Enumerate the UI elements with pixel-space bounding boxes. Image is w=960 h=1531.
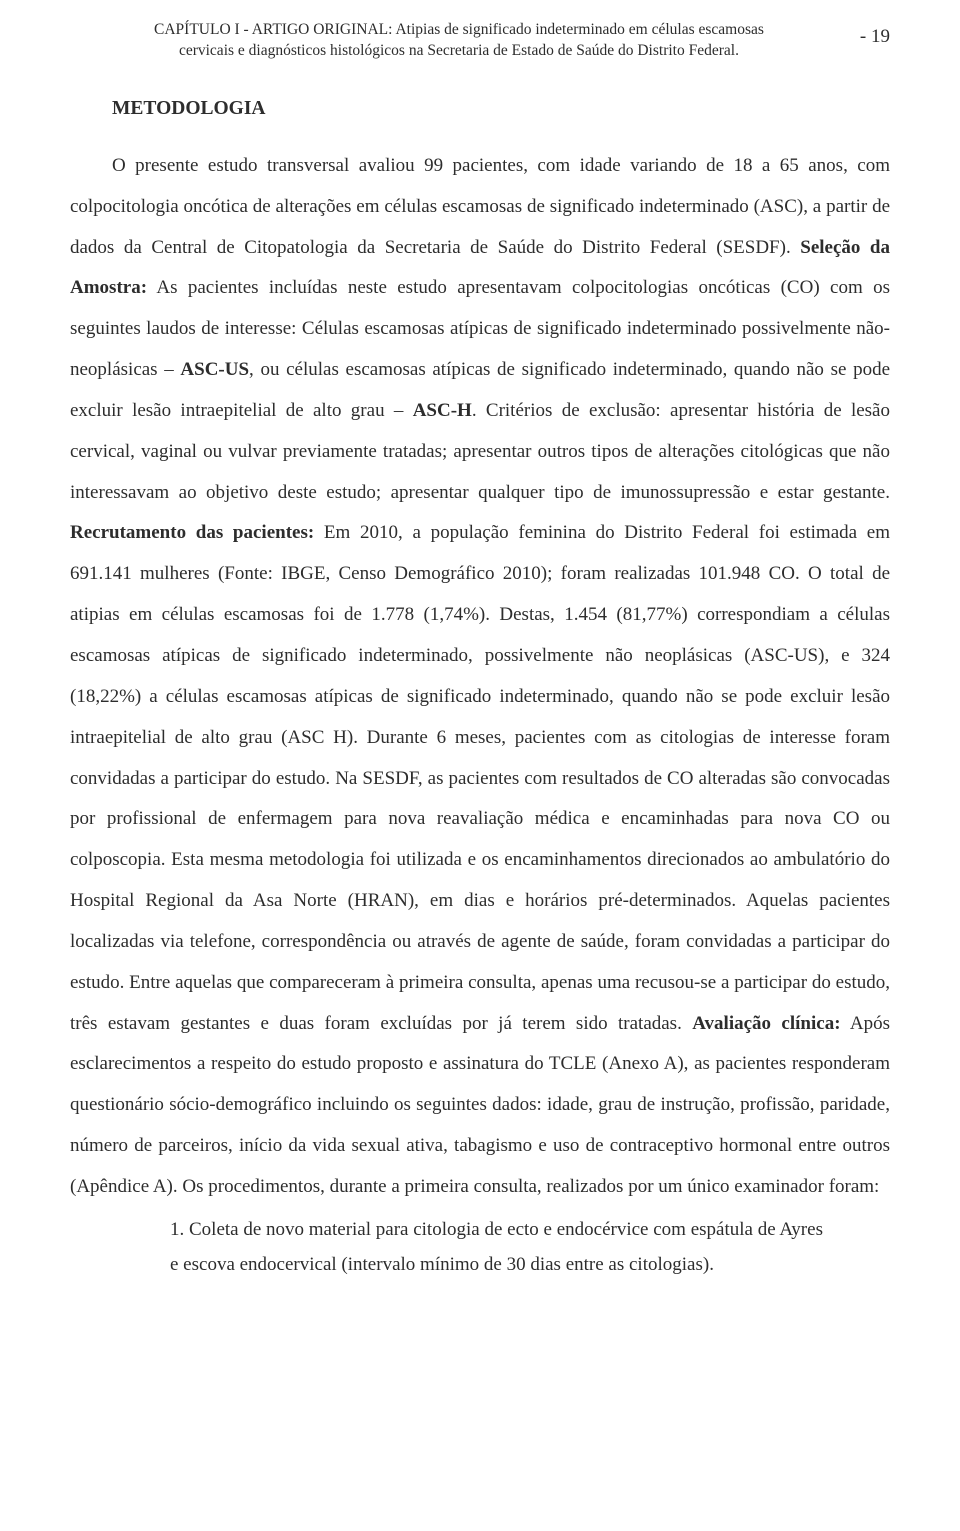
text-run: Após esclarecimentos a respeito do estud… [70,1013,890,1197]
chapter-line-2: cervicais e diagnósticos histológicos na… [179,42,739,59]
bold-asc-us: ASC-US [180,359,249,380]
chapter-line-1: CAPÍTULO I - ARTIGO ORIGINAL: Atipias de… [154,21,764,38]
bold-avaliacao-clinica: Avaliação clínica: [692,1013,840,1034]
text-run: Em 2010, a população feminina do Distrit… [70,522,890,1033]
chapter-title: CAPÍTULO I - ARTIGO ORIGINAL: Atipias de… [70,20,848,62]
page-header: CAPÍTULO I - ARTIGO ORIGINAL: Atipias de… [70,20,890,62]
body-paragraph: O presente estudo transversal avaliou 99… [70,146,890,1208]
bold-recrutamento: Recrutamento das pacientes: [70,522,314,543]
list-item-1: 1. Coleta de novo material para citologi… [170,1219,823,1275]
numbered-list: 1. Coleta de novo material para citologi… [170,1212,830,1282]
section-title: METODOLOGIA [112,98,890,120]
bold-asc-h: ASC-H [413,400,472,421]
text-run: O presente estudo transversal avaliou 99… [70,155,890,258]
page-number: - 19 [860,20,890,48]
